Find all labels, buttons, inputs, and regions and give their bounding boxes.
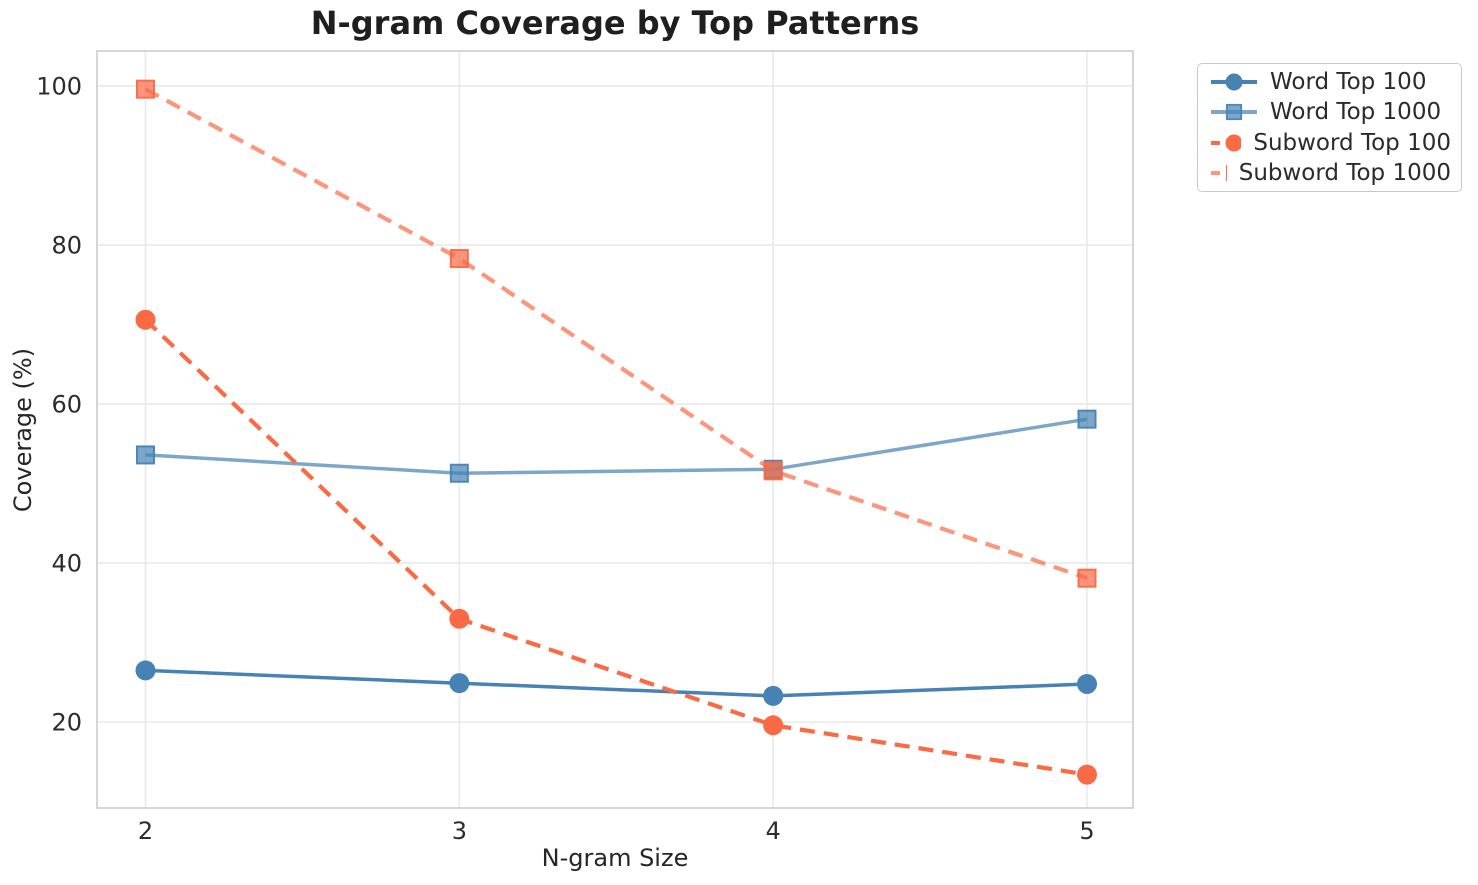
legend: Word Top 100 Word Top 1000 Subword Top 100… (1197, 63, 1462, 192)
y-tick-label: 100 (36, 72, 82, 100)
y-tick-label: 60 (51, 391, 82, 419)
marker-square (1077, 409, 1097, 429)
marker-circle (1225, 134, 1242, 152)
legend-label: Subword Top 1000 (1238, 159, 1451, 186)
marker-square (449, 463, 469, 483)
y-tick-label: 20 (51, 709, 82, 737)
legend-label: Subword Top 100 (1253, 129, 1451, 156)
plot-border (96, 50, 1134, 809)
y-tick-label: 80 (51, 232, 82, 260)
marker-square (763, 461, 783, 481)
series-line (145, 668, 1088, 698)
marker-square (1225, 104, 1243, 121)
legend-label: Word Top 100 (1270, 69, 1427, 96)
x-tick-label: 3 (452, 817, 467, 845)
series-word-top-1000 (136, 409, 1097, 483)
marker-circle (1225, 73, 1243, 91)
marker-circle (449, 673, 470, 694)
legend-swatch (1211, 134, 1242, 152)
legend-swatch (1211, 164, 1227, 181)
marker-square (449, 249, 469, 269)
chart-title: N-gram Coverage by Top Patterns (310, 4, 920, 42)
legend-item-word-top-100: Word Top 100 (1210, 69, 1451, 95)
legend-label: Word Top 1000 (1270, 99, 1442, 126)
x-axis-label: N-gram Size (541, 844, 689, 872)
marker-square (1077, 568, 1097, 588)
marker-circle (449, 608, 470, 629)
series-line (144, 318, 1088, 777)
marker-circle (763, 715, 784, 736)
series-word-top-100 (135, 660, 1097, 706)
marker-square (136, 79, 155, 99)
marker-circle (763, 685, 784, 706)
series-line (144, 87, 1088, 581)
legend-item-subword-top-100: Subword Top 100 (1210, 130, 1451, 156)
series-subword-top-100 (135, 309, 1097, 785)
x-tick-label: 2 (138, 817, 153, 845)
legend-swatch (1211, 104, 1257, 121)
legend-item-word-top-1000: Word Top 1000 (1210, 99, 1451, 125)
marker-circle (1077, 673, 1097, 694)
marker-square (136, 445, 155, 465)
legend-item-subword-top-1000: Subword Top 1000 (1210, 160, 1451, 186)
series-subword-top-1000 (136, 79, 1097, 588)
x-tick-label: 5 (1079, 817, 1094, 845)
series-line (145, 417, 1088, 475)
legend-swatch (1211, 73, 1257, 91)
x-tick-label: 4 (766, 817, 781, 845)
marker-circle (135, 660, 156, 681)
marker-circle (135, 309, 156, 330)
marker-circle (1077, 764, 1097, 785)
y-tick-label: 40 (51, 550, 82, 578)
